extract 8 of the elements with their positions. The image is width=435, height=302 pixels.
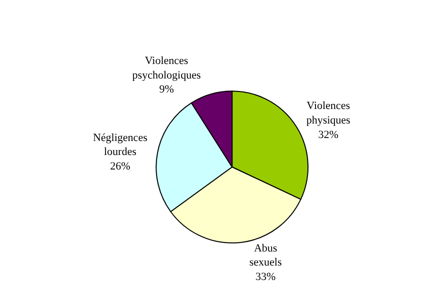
data-label: 26% (110, 160, 130, 172)
slice-label: Violences psychologiques (132, 55, 201, 82)
data-label: 32% (318, 128, 338, 141)
slice-label: Négligences lourdes (92, 132, 148, 158)
data-label: 9% (159, 84, 174, 96)
slice-label: Violences physiques (306, 100, 350, 127)
data-label: 33% (255, 270, 276, 283)
slice-label: Abus sexuels (249, 242, 282, 269)
